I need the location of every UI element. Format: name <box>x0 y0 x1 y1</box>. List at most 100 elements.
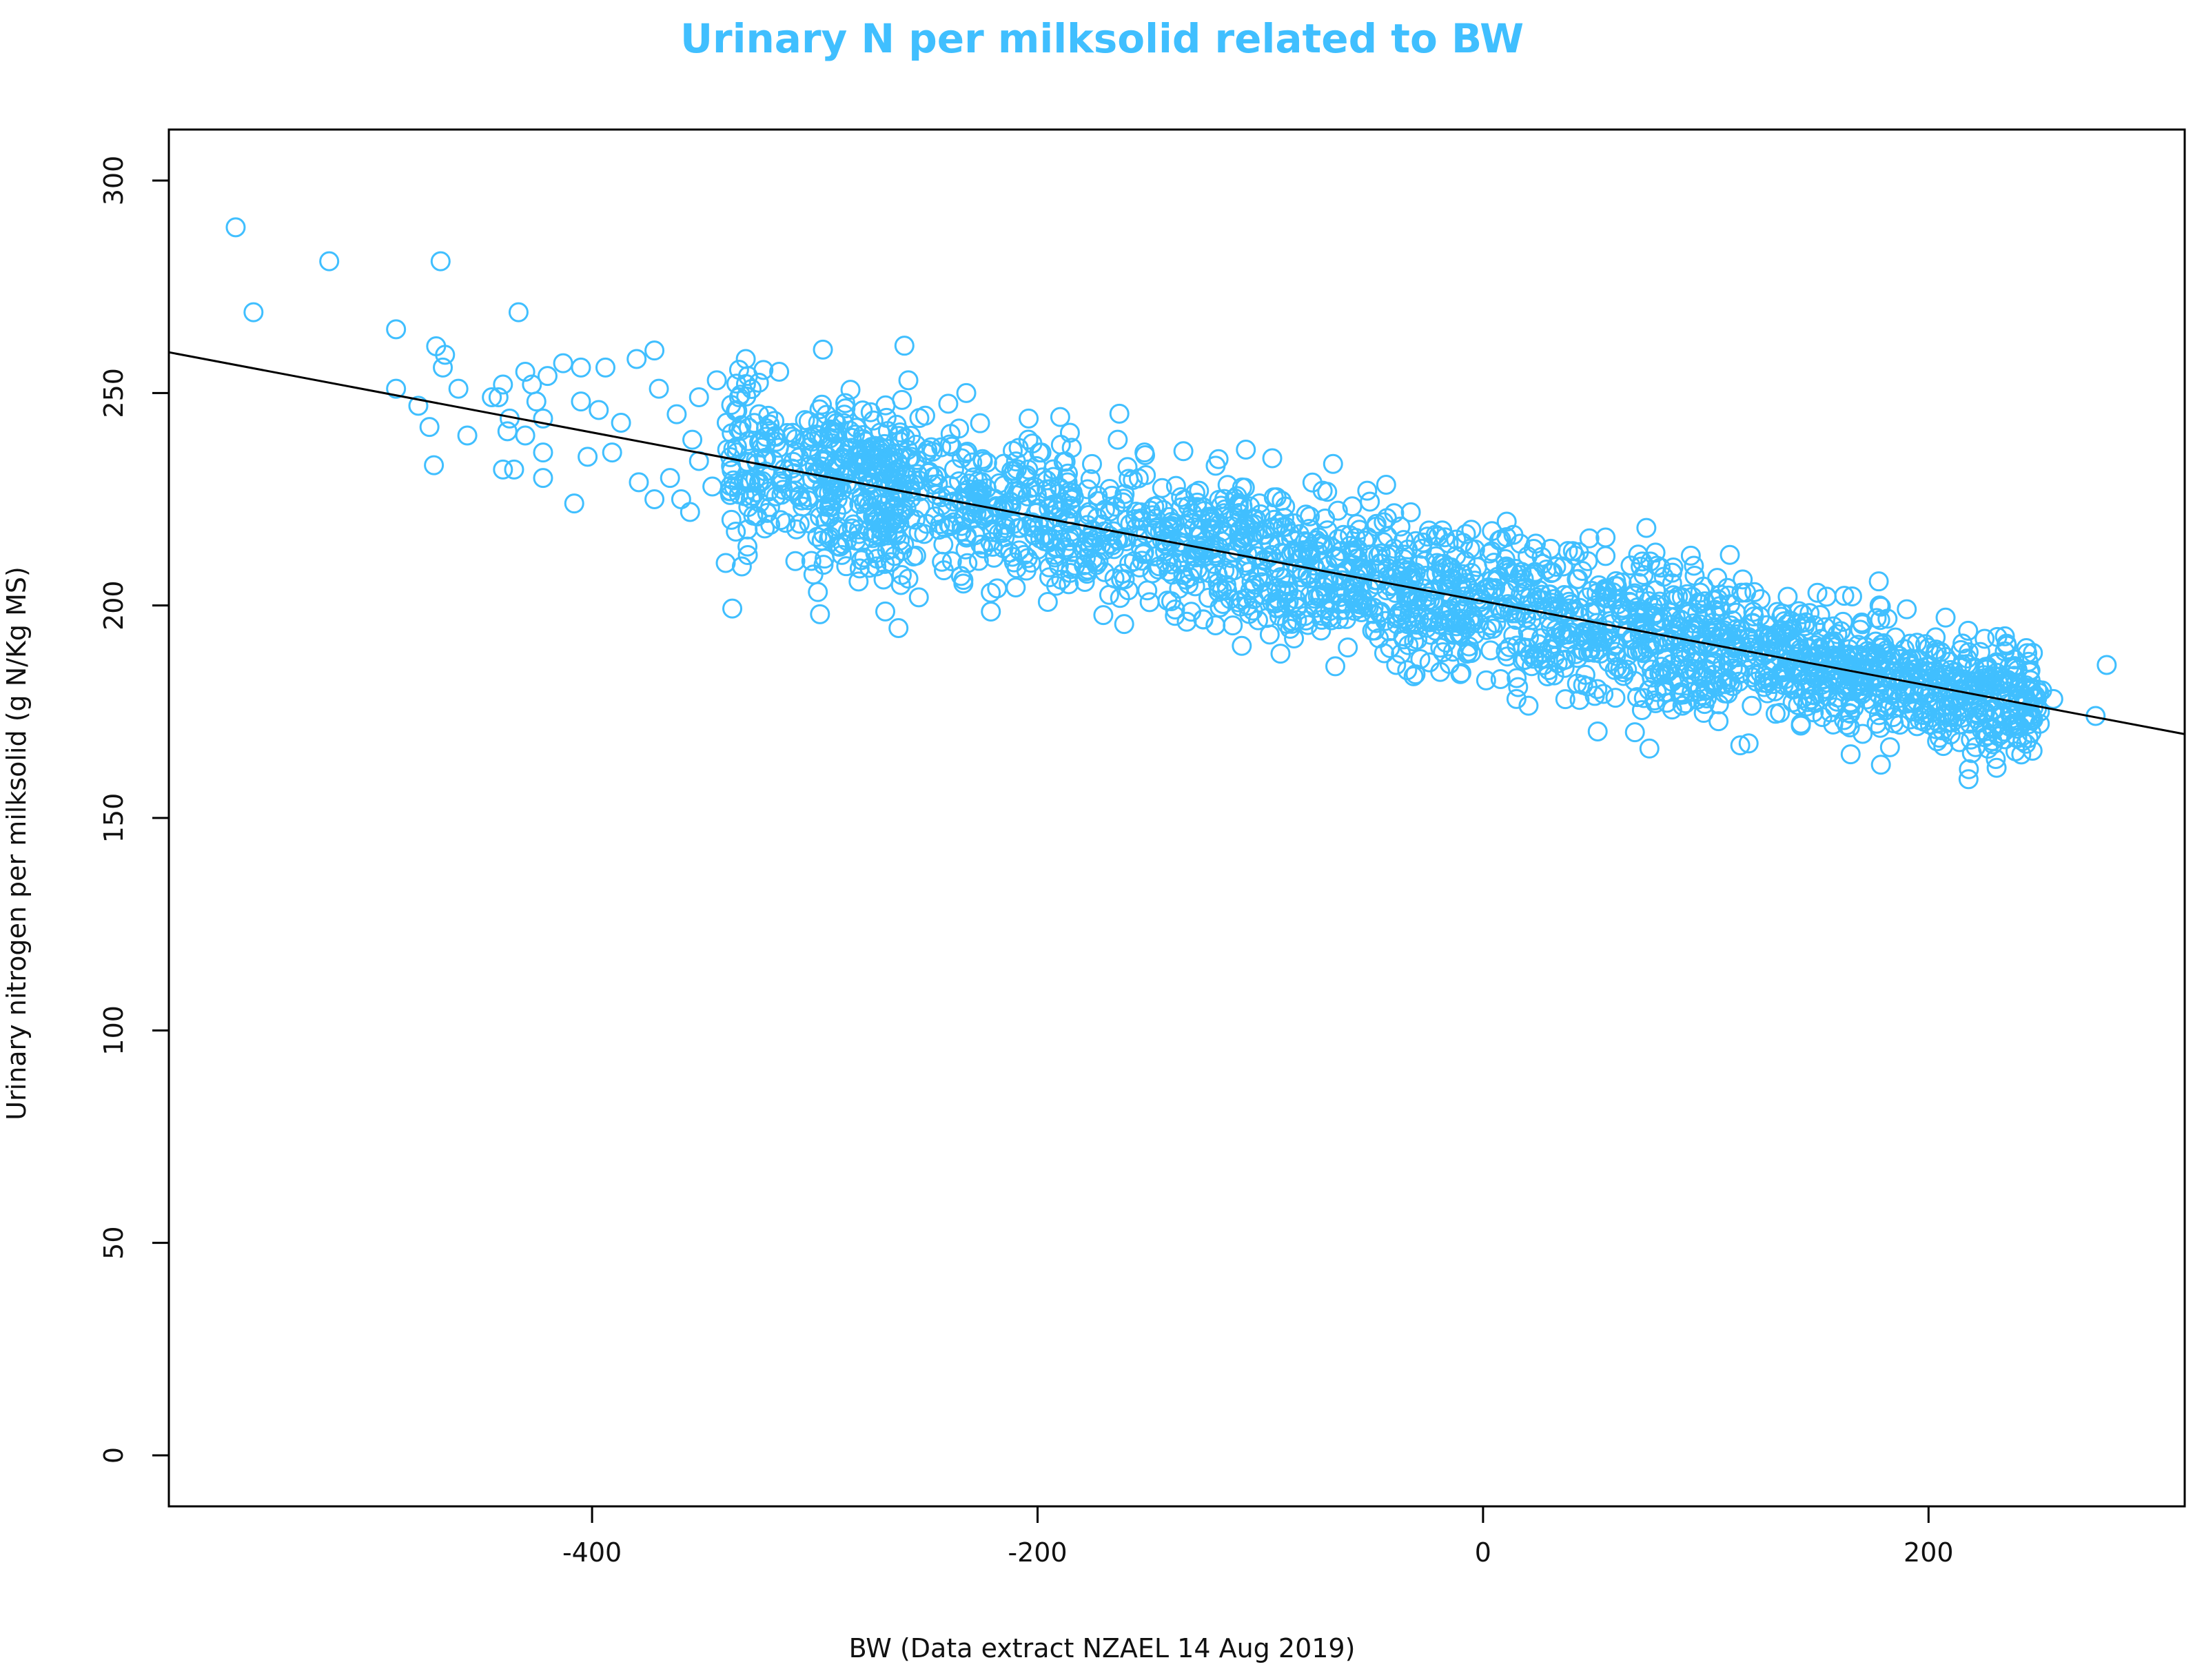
data-point <box>1403 666 1424 686</box>
data-point <box>1236 514 1256 535</box>
data-point <box>1108 429 1128 450</box>
data-point <box>1596 593 1617 614</box>
data-point <box>1635 584 1656 604</box>
data-point <box>1515 649 1535 670</box>
data-point <box>1458 642 1478 662</box>
data-point <box>1366 613 1387 633</box>
data-point <box>1034 514 1054 535</box>
data-point <box>1539 639 1560 659</box>
data-point <box>1052 492 1073 513</box>
data-point <box>735 349 756 369</box>
data-point <box>722 598 743 619</box>
data-point <box>1010 518 1030 538</box>
data-point <box>1983 666 2004 686</box>
data-point <box>1868 571 1889 592</box>
data-point <box>1815 617 1835 637</box>
data-point <box>497 421 518 442</box>
data-point <box>457 425 478 446</box>
data-point <box>720 484 740 505</box>
data-point <box>1499 637 1520 657</box>
data-point <box>1255 524 1276 545</box>
x-tick-label: 200 <box>1904 1537 1954 1568</box>
data-point <box>1755 644 1776 664</box>
data-point <box>1287 610 1307 631</box>
y-tick-label: 0 <box>99 1447 129 1464</box>
y-tick-label: 200 <box>99 580 129 631</box>
data-point <box>1134 442 1155 463</box>
data-point <box>1704 605 1725 626</box>
data-point <box>1618 645 1638 666</box>
data-point <box>1720 544 1740 565</box>
data-point <box>1272 517 1293 537</box>
data-point <box>840 380 861 400</box>
data-point <box>1349 598 1370 619</box>
data-point <box>1159 561 1179 582</box>
data-point <box>644 340 665 361</box>
data-point <box>848 571 869 592</box>
data-point <box>1093 605 1114 626</box>
data-point <box>1039 567 1059 588</box>
data-point <box>881 452 901 473</box>
data-point <box>1558 624 1579 645</box>
data-point <box>680 502 700 522</box>
data-point <box>1304 588 1325 609</box>
data-point <box>1376 475 1396 495</box>
data-point <box>1227 495 1248 515</box>
data-point <box>571 357 591 378</box>
data-point <box>1624 722 1645 743</box>
data-point <box>1199 563 1220 584</box>
data-point <box>1804 615 1825 635</box>
data-point <box>1658 602 1679 622</box>
data-point <box>1837 715 1857 735</box>
data-point <box>1469 597 1490 618</box>
data-point <box>726 521 746 542</box>
data-point <box>1006 558 1027 579</box>
data-point <box>666 404 687 424</box>
data-point <box>1916 703 1937 724</box>
data-point <box>526 391 547 412</box>
data-point <box>923 474 943 495</box>
data-point <box>849 558 870 579</box>
data-point <box>861 497 882 518</box>
data-point <box>949 418 970 439</box>
data-point <box>533 468 553 489</box>
data-point <box>1850 619 1870 640</box>
data-point <box>981 602 1001 622</box>
data-point <box>1161 591 1181 611</box>
data-point <box>1394 530 1414 551</box>
data-point <box>1958 642 1979 662</box>
data-point <box>962 509 983 529</box>
data-point <box>1935 607 1956 628</box>
data-point <box>1996 633 2017 654</box>
data-point <box>1074 571 1095 592</box>
data-point <box>1742 613 1763 634</box>
data-point <box>738 418 759 438</box>
data-point <box>765 426 786 447</box>
data-point <box>1094 562 1115 582</box>
data-point <box>1023 513 1043 533</box>
data-point <box>1325 546 1346 567</box>
data-point <box>1663 557 1684 577</box>
data-point <box>419 417 440 438</box>
data-point <box>1239 604 1260 624</box>
data-point <box>571 391 591 412</box>
data-point <box>1165 606 1185 626</box>
data-point <box>1611 604 1631 624</box>
data-point <box>888 618 909 639</box>
data-point <box>493 459 513 480</box>
data-point <box>1554 657 1575 678</box>
data-point <box>1008 480 1028 501</box>
data-point <box>1483 580 1504 600</box>
data-point <box>748 404 769 424</box>
data-point <box>737 545 758 566</box>
data-point <box>837 521 858 542</box>
data-point <box>1837 680 1857 701</box>
data-point <box>1217 475 1238 495</box>
data-point <box>785 551 806 571</box>
data-point <box>1952 707 1972 728</box>
data-point <box>1449 611 1470 631</box>
data-point <box>1279 522 1300 543</box>
data-point <box>319 251 340 272</box>
data-point <box>808 582 828 602</box>
data-point <box>1006 459 1027 480</box>
